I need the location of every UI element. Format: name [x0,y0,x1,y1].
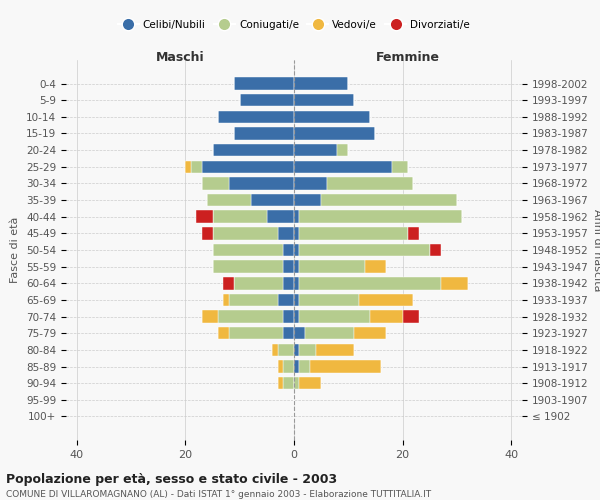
Bar [294,127,376,140]
Bar [403,310,419,323]
Bar [278,360,283,373]
Bar [365,260,386,273]
Bar [191,160,202,173]
Bar [218,310,283,323]
Bar [305,327,354,340]
Bar [354,327,386,340]
Bar [294,360,299,373]
Bar [278,227,294,239]
Bar [234,277,283,289]
Bar [202,310,218,323]
Bar [278,344,294,356]
Bar [299,244,430,256]
Bar [294,344,299,356]
Bar [283,360,294,373]
Bar [229,294,278,306]
Bar [299,294,359,306]
Bar [283,244,294,256]
Bar [294,227,299,239]
Bar [196,210,212,223]
Bar [207,194,251,206]
Bar [283,327,294,340]
Text: Femmine: Femmine [376,50,440,64]
Bar [251,194,294,206]
Bar [294,277,299,289]
Bar [294,294,299,306]
Text: COMUNE DI VILLAROMAGNANO (AL) - Dati ISTAT 1° gennaio 2003 - Elaborazione TUTTIT: COMUNE DI VILLAROMAGNANO (AL) - Dati IST… [6,490,431,499]
Bar [223,277,234,289]
Bar [294,327,305,340]
Bar [326,177,413,190]
Text: Maschi: Maschi [155,50,205,64]
Bar [283,277,294,289]
Bar [294,210,299,223]
Bar [212,227,278,239]
Bar [299,360,310,373]
Bar [272,344,278,356]
Bar [359,294,413,306]
Bar [321,194,457,206]
Bar [440,277,468,289]
Bar [430,244,440,256]
Bar [370,310,403,323]
Bar [240,94,294,106]
Bar [294,160,392,173]
Bar [299,344,316,356]
Bar [212,144,294,156]
Bar [234,127,294,140]
Bar [202,227,212,239]
Bar [202,160,294,173]
Bar [223,294,229,306]
Bar [229,327,283,340]
Text: Popolazione per età, sesso e stato civile - 2003: Popolazione per età, sesso e stato civil… [6,472,337,486]
Bar [294,177,326,190]
Bar [299,310,370,323]
Bar [212,244,283,256]
Bar [294,244,299,256]
Bar [337,144,348,156]
Bar [408,227,419,239]
Bar [267,210,294,223]
Bar [202,177,229,190]
Y-axis label: Anni di nascita: Anni di nascita [592,209,600,291]
Bar [299,227,408,239]
Bar [294,144,337,156]
Bar [316,344,354,356]
Legend: Celibi/Nubili, Coniugati/e, Vedovi/e, Divorziati/e: Celibi/Nubili, Coniugati/e, Vedovi/e, Di… [113,16,475,34]
Bar [278,294,294,306]
Bar [299,377,321,390]
Bar [294,78,348,90]
Bar [234,78,294,90]
Bar [185,160,191,173]
Bar [218,327,229,340]
Bar [283,260,294,273]
Bar [283,377,294,390]
Bar [299,210,462,223]
Bar [218,110,294,123]
Bar [294,260,299,273]
Bar [294,377,299,390]
Bar [299,277,440,289]
Bar [212,210,267,223]
Bar [278,377,283,390]
Bar [294,194,321,206]
Bar [229,177,294,190]
Bar [294,110,370,123]
Bar [392,160,408,173]
Y-axis label: Fasce di età: Fasce di età [10,217,20,283]
Bar [310,360,381,373]
Bar [283,310,294,323]
Bar [212,260,283,273]
Bar [294,310,299,323]
Bar [294,94,354,106]
Bar [299,260,365,273]
